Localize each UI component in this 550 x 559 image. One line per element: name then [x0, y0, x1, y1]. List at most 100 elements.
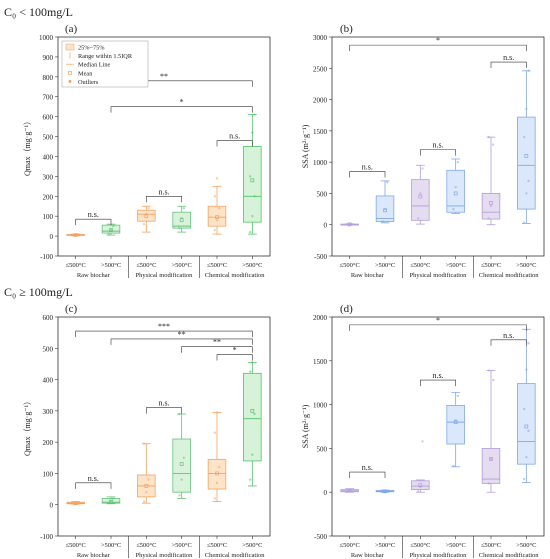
significance-bracket: ** [181, 338, 253, 353]
significance-label: ** [178, 330, 186, 339]
x-tick-label: >500°C [445, 542, 465, 549]
significance-bracket: ** [110, 330, 253, 345]
box-1 [101, 496, 121, 505]
y-tick-label: 100 [43, 213, 54, 221]
box-4 [207, 177, 227, 235]
data-point [145, 491, 148, 494]
y-tick-label: 2000 [313, 97, 328, 105]
significance-bracket: n.s. [349, 163, 386, 178]
mean-marker [347, 488, 352, 493]
box-1 [101, 223, 121, 236]
x-tick-label: >500°C [516, 262, 536, 269]
data-point [74, 501, 77, 505]
y-tick-label: 200 [43, 193, 54, 201]
box-2 [137, 442, 156, 504]
y-tick-label: 0 [324, 222, 328, 230]
x-tick-label: ≤500°C [66, 262, 86, 269]
data-point [421, 167, 424, 170]
mean-marker [179, 462, 184, 466]
mean-marker [418, 483, 423, 488]
data-point [147, 207, 150, 210]
data-point [348, 223, 351, 226]
data-point [489, 457, 493, 461]
significance-bracket: n.s. [420, 141, 456, 156]
x-tick-label: >500°C [101, 262, 121, 269]
data-point [522, 407, 526, 411]
iqr-box [172, 211, 191, 229]
data-point [180, 478, 183, 481]
group-label: Physical modification [136, 272, 194, 279]
legend-label: Mean [78, 70, 93, 77]
x-tick-label: ≤500°C [136, 542, 156, 549]
mean-marker [524, 424, 529, 429]
significance-bracket: * [349, 316, 527, 331]
data-point [215, 218, 219, 222]
panel-a: (a) -100 0 100 200 300 400 500 600 700 800 900 1000 Q… [23, 23, 271, 279]
mean-marker [215, 471, 219, 476]
legend-item: Mean [68, 70, 93, 77]
significance-label: n.s. [88, 474, 99, 483]
data-point [416, 217, 420, 220]
bracket-line [349, 471, 386, 479]
x-tick-label: ≤500°C [481, 262, 501, 269]
data-point [527, 429, 530, 433]
y-tick-label: -100 [40, 253, 53, 261]
iqr-box [446, 405, 465, 445]
mean-marker [489, 200, 493, 205]
box-2 [137, 205, 156, 233]
box-0 [66, 233, 85, 237]
box-3 [446, 158, 465, 214]
group-label: Physical modification [410, 552, 468, 559]
outlier-icon [68, 79, 72, 83]
data-point [487, 217, 490, 220]
y-tick-label: 300 [43, 408, 54, 416]
data-point [218, 207, 221, 210]
mean-marker [73, 501, 78, 505]
y-tick-label: 500 [43, 134, 54, 142]
x-tick-label: >500°C [242, 542, 262, 549]
y-tick-label: 800 [43, 74, 54, 82]
significance-label: n.s. [229, 132, 240, 141]
data-point [492, 143, 495, 146]
data-point [452, 207, 455, 211]
data-point [248, 175, 252, 178]
data-point [421, 440, 424, 443]
data-point [527, 179, 530, 183]
x-tick-label: ≤500°C [136, 262, 156, 269]
box-3 [172, 205, 191, 233]
y-tick-label: 400 [43, 377, 54, 385]
group-label: Chemical modification [205, 552, 265, 559]
significance-label: ** [213, 338, 221, 347]
y-axis-label: SSA (m²·g⁻¹) [301, 404, 310, 448]
data-point [142, 442, 146, 445]
group-label: Chemical modification [205, 272, 265, 279]
data-point [527, 69, 530, 72]
panel-label: (b) [340, 23, 353, 35]
data-point [182, 456, 186, 459]
bracket-line [216, 140, 253, 147]
significance-label: n.s. [362, 163, 373, 172]
data-point [522, 221, 526, 225]
significance-bracket: n.s. [490, 53, 527, 69]
y-tick-label: 0 [50, 233, 54, 241]
data-point [213, 195, 216, 198]
y-tick-label: 1500 [313, 128, 328, 136]
box-5 [243, 361, 262, 487]
y-tick-label: 900 [43, 54, 54, 62]
significance-bracket: n.s. [146, 187, 182, 203]
data-point [487, 482, 490, 485]
y-tick-label: 200 [43, 439, 54, 447]
group-label: Raw biochar [351, 272, 385, 279]
box-3 [446, 391, 465, 468]
y-tick-label: 300 [43, 173, 54, 181]
bracket-line [181, 346, 253, 353]
box-3 [172, 412, 191, 499]
box-1 [375, 180, 395, 224]
legend: 25%~75%Range within 1.5IQR Median LineMea… [61, 40, 149, 88]
data-point [147, 478, 150, 481]
data-point [248, 230, 252, 234]
y-tick-label: 1000 [313, 159, 328, 167]
data-point [142, 222, 146, 226]
x-tick-label: >500°C [101, 542, 121, 549]
data-point [74, 233, 77, 237]
